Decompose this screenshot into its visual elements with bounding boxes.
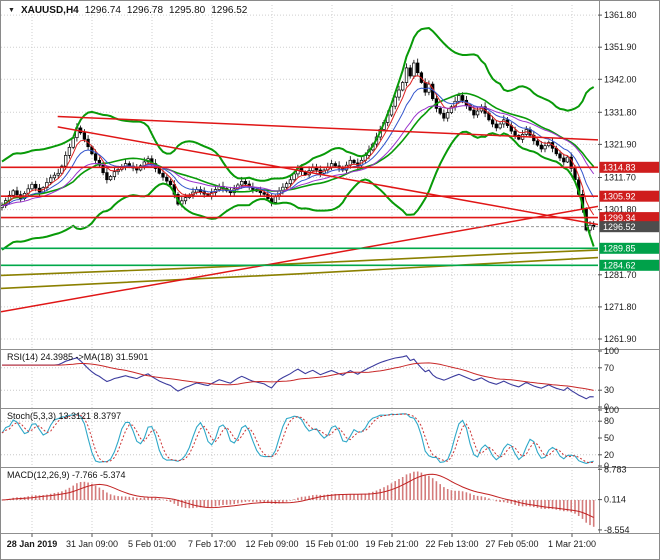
time-axis-label: 5 Feb 01:00 xyxy=(128,539,176,549)
stoch-indicator-label: Stoch(5,3,3) 13.3121 8.3797 xyxy=(7,411,122,421)
time-axis-label: 22 Feb 13:00 xyxy=(425,539,478,549)
price-level-tag xyxy=(599,190,659,202)
indicator-axis-label: 0.114 xyxy=(604,495,626,505)
indicator-axis-label: 0 xyxy=(604,461,609,471)
symbol-timeframe-label: XAUUSD,H4 xyxy=(20,5,79,16)
macd-plot xyxy=(1,471,598,527)
price-level-tag xyxy=(599,259,659,271)
price-axis-label: 1342.00 xyxy=(604,74,637,84)
grid xyxy=(1,5,598,533)
indicator-axis-label: 30 xyxy=(604,385,614,395)
indicator-axis-label: 20 xyxy=(604,450,614,460)
indicator-axis-label: -8.554 xyxy=(604,525,630,535)
moving-averages xyxy=(1,74,595,216)
ohlc-open: 1296.74 xyxy=(84,5,121,16)
indicator-axis-label: 80 xyxy=(604,416,614,426)
ohlc-close: 1296.52 xyxy=(211,5,248,16)
symbol-dropdown-icon[interactable]: ▼ xyxy=(8,7,15,14)
time-axis-label: 28 Jan 2019 xyxy=(7,539,58,549)
time-axis-label: 7 Feb 17:00 xyxy=(188,539,236,549)
price-level-tag xyxy=(599,212,659,224)
macd-indicator-label: MACD(12,26,9) -7.766 -5.374 xyxy=(7,470,126,480)
ohlc-high: 1296.78 xyxy=(126,5,164,16)
price-axis-label: 1261.90 xyxy=(604,334,637,344)
price-axis-label: 1281.70 xyxy=(604,270,637,280)
price-tag-label: 1299.34 xyxy=(603,213,636,223)
price-tag-label: 1289.85 xyxy=(603,244,636,254)
indicator-axis-label: 0 xyxy=(604,402,609,412)
price-axis-label: 1321.90 xyxy=(604,139,637,149)
indicator-axis-label: 100 xyxy=(604,346,619,356)
price-tag-label: 1305.92 xyxy=(603,191,636,201)
price-axis-label: 1351.90 xyxy=(604,42,637,52)
price-level-tag xyxy=(599,221,659,233)
time-axis-label: 27 Feb 05:00 xyxy=(485,539,538,549)
rsi-indicator-label: RSI(14) 24.3985 ->MA(18) 31.5901 xyxy=(7,352,149,362)
time-axis-label: 15 Feb 01:00 xyxy=(305,539,358,549)
stochastic-plot xyxy=(1,413,598,464)
horizontal-levels xyxy=(1,166,598,267)
price-level-tag xyxy=(599,242,659,254)
panel-separators xyxy=(1,1,659,534)
indicator-axis-label: 100 xyxy=(604,405,619,415)
price-tag-label: 1314.83 xyxy=(603,163,636,173)
price-tag-label: 1284.62 xyxy=(603,260,636,270)
time-axis-label: 19 Feb 21:00 xyxy=(365,539,418,549)
indicator-axis-label: 70 xyxy=(604,363,614,373)
ohlc-low: 1295.80 xyxy=(169,5,206,16)
price-axis-label: 1331.80 xyxy=(604,107,637,117)
price-axis-label: 1311.70 xyxy=(604,172,636,182)
time-axis[interactable]: 28 Jan 2019 31 Jan 09:00 5 Feb 01:00 7 Feb … xyxy=(7,533,596,550)
price-axis[interactable]: 1361.80 1351.90 1342.00 1331.80 1321.90 1311.… xyxy=(598,10,637,535)
price-tag-label: 1296.52 xyxy=(603,222,636,232)
price-level-tag xyxy=(599,161,659,173)
chart-header: ▼ XAUUSD,H4 1296.74 1296.78 1295.80 1296… xyxy=(8,5,247,16)
price-axis-label: 1271.80 xyxy=(604,302,637,312)
time-axis-label: 31 Jan 09:00 xyxy=(66,539,118,549)
trend-lines xyxy=(1,115,598,313)
indicator-axis-label: 50 xyxy=(604,433,614,443)
slow-ma-lines xyxy=(1,249,598,290)
price-axis-label: 1301.80 xyxy=(604,205,637,215)
rsi-plot xyxy=(1,355,598,400)
time-axis-label: 12 Feb 09:00 xyxy=(245,539,298,549)
time-axis-label: 1 Mar 21:00 xyxy=(548,539,596,549)
indicator-axis-label: 8.783 xyxy=(604,464,627,474)
price-axis-label: 1361.80 xyxy=(604,10,637,20)
